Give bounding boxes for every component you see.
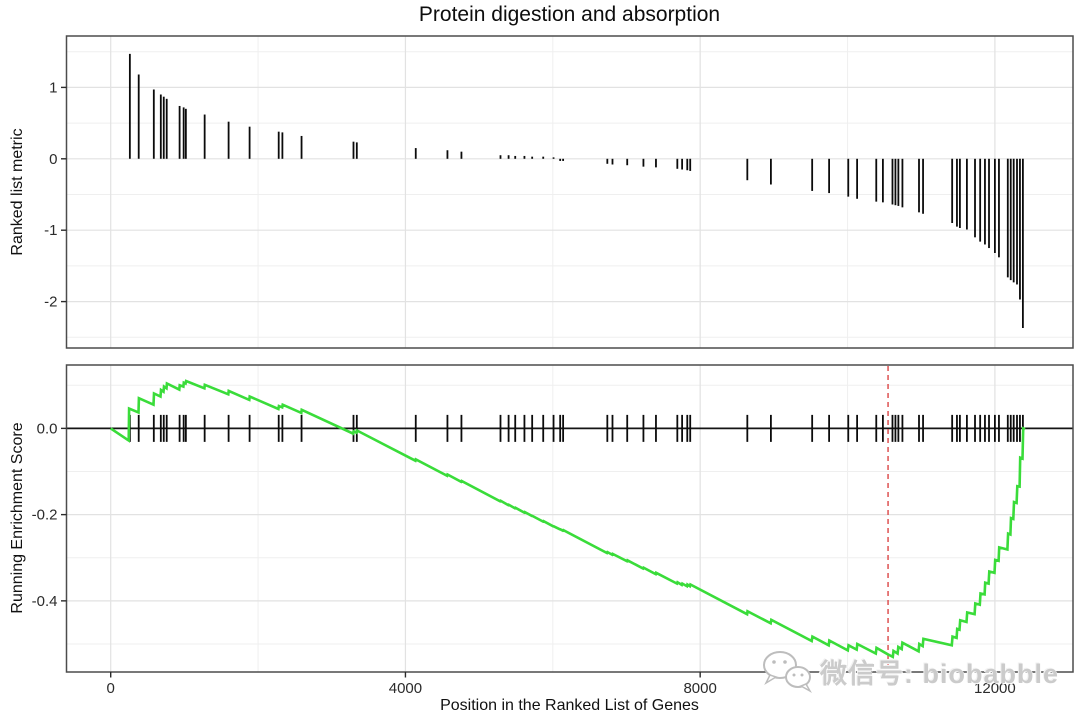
y-tick-label-metric: 1 [49,79,57,96]
gene-hit-ticks [128,414,1024,442]
plot-title: Protein digestion and absorption [418,3,721,26]
y-axis-title-running-es: Running Enrichment Score [9,422,26,614]
gridlines [66,36,1073,672]
x-axis-title: Position in the Ranked List of Genes [440,697,699,714]
y-tick-label-metric: 0 [49,151,57,168]
y-tick-label-es: -0.2 [32,507,58,524]
y-axis-title-ranked-metric: Ranked list metric [9,128,26,256]
y-tick-label-metric: -1 [44,222,57,239]
x-tick-label: 8000 [683,680,716,697]
y-tick-label-es: -0.4 [32,593,58,610]
axis-ticks-and-labels: 1 0 -1 -2 0.0 -0.2 -0.4 0 4000 8000 12000 [32,79,1016,697]
ranked-metric-bars [128,53,1024,329]
y-tick-label-metric: -2 [44,294,57,311]
panel-borders [65,35,1074,673]
running-es-line [109,379,1026,659]
x-tick-label: 0 [107,680,115,697]
x-tick-label: 4000 [389,680,422,697]
y-tick-label-es: 0.0 [37,420,58,437]
x-tick-label: 12000 [974,680,1016,697]
